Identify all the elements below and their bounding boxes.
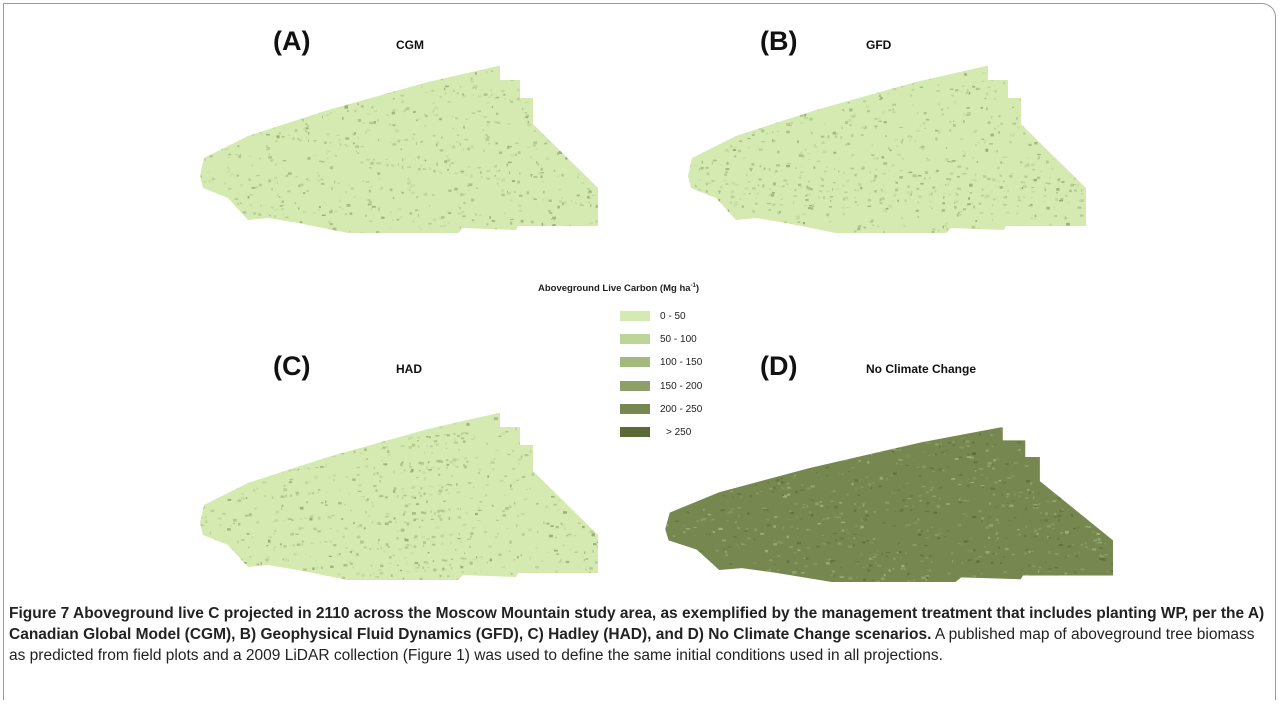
panel-b-name: GFD	[866, 38, 892, 52]
figure-caption: Figure 7 Aboveground live C projected in…	[9, 603, 1271, 666]
panel-c-letter: (C)	[273, 351, 311, 381]
legend-label: 150 - 200	[660, 380, 703, 392]
study-area	[665, 427, 1113, 582]
legend-item: > 250	[620, 426, 691, 438]
legend-label: > 250	[666, 426, 692, 438]
legend-swatch	[620, 381, 650, 391]
panel-a-name: CGM	[396, 38, 424, 52]
legend-swatch	[620, 311, 650, 321]
study-area	[200, 413, 598, 580]
panel-a-letter: (A)	[273, 26, 311, 56]
panel-c-map	[200, 413, 598, 580]
legend-item: 150 - 200	[620, 380, 702, 392]
panel-b-map	[688, 66, 1086, 233]
legend-item: 50 - 100	[620, 333, 697, 345]
panel-d-letter: (D)	[760, 351, 798, 381]
legend-label: 50 - 100	[660, 333, 697, 345]
legend-item: 200 - 250	[620, 403, 702, 415]
panel-b-letter: (B)	[760, 26, 798, 56]
legend-label: 0 - 50	[660, 310, 686, 322]
legend-item: 100 - 150	[620, 356, 702, 368]
figure-frame	[3, 3, 1276, 700]
legend-item: 0 - 50	[620, 310, 686, 322]
caption-bold: Figure 7 Aboveground live C projected in…	[9, 605, 1265, 643]
panel-a-map	[200, 66, 598, 233]
legend-title: Aboveground Live Carbon (Mg ha-1)	[538, 283, 700, 295]
legend-swatch	[620, 404, 650, 414]
panel-c-name: HAD	[396, 362, 422, 376]
legend-label: 100 - 150	[660, 356, 703, 368]
panel-d-name: No Climate Change	[866, 362, 977, 376]
caption-text: A published map of aboveground tree biom…	[9, 626, 1255, 664]
legend-label: 200 - 250	[660, 403, 703, 415]
legend-swatch	[620, 357, 650, 367]
legend-swatch	[620, 334, 650, 344]
panel-d-map	[665, 427, 1113, 582]
legend-swatch	[620, 427, 650, 437]
study-area	[200, 66, 598, 233]
